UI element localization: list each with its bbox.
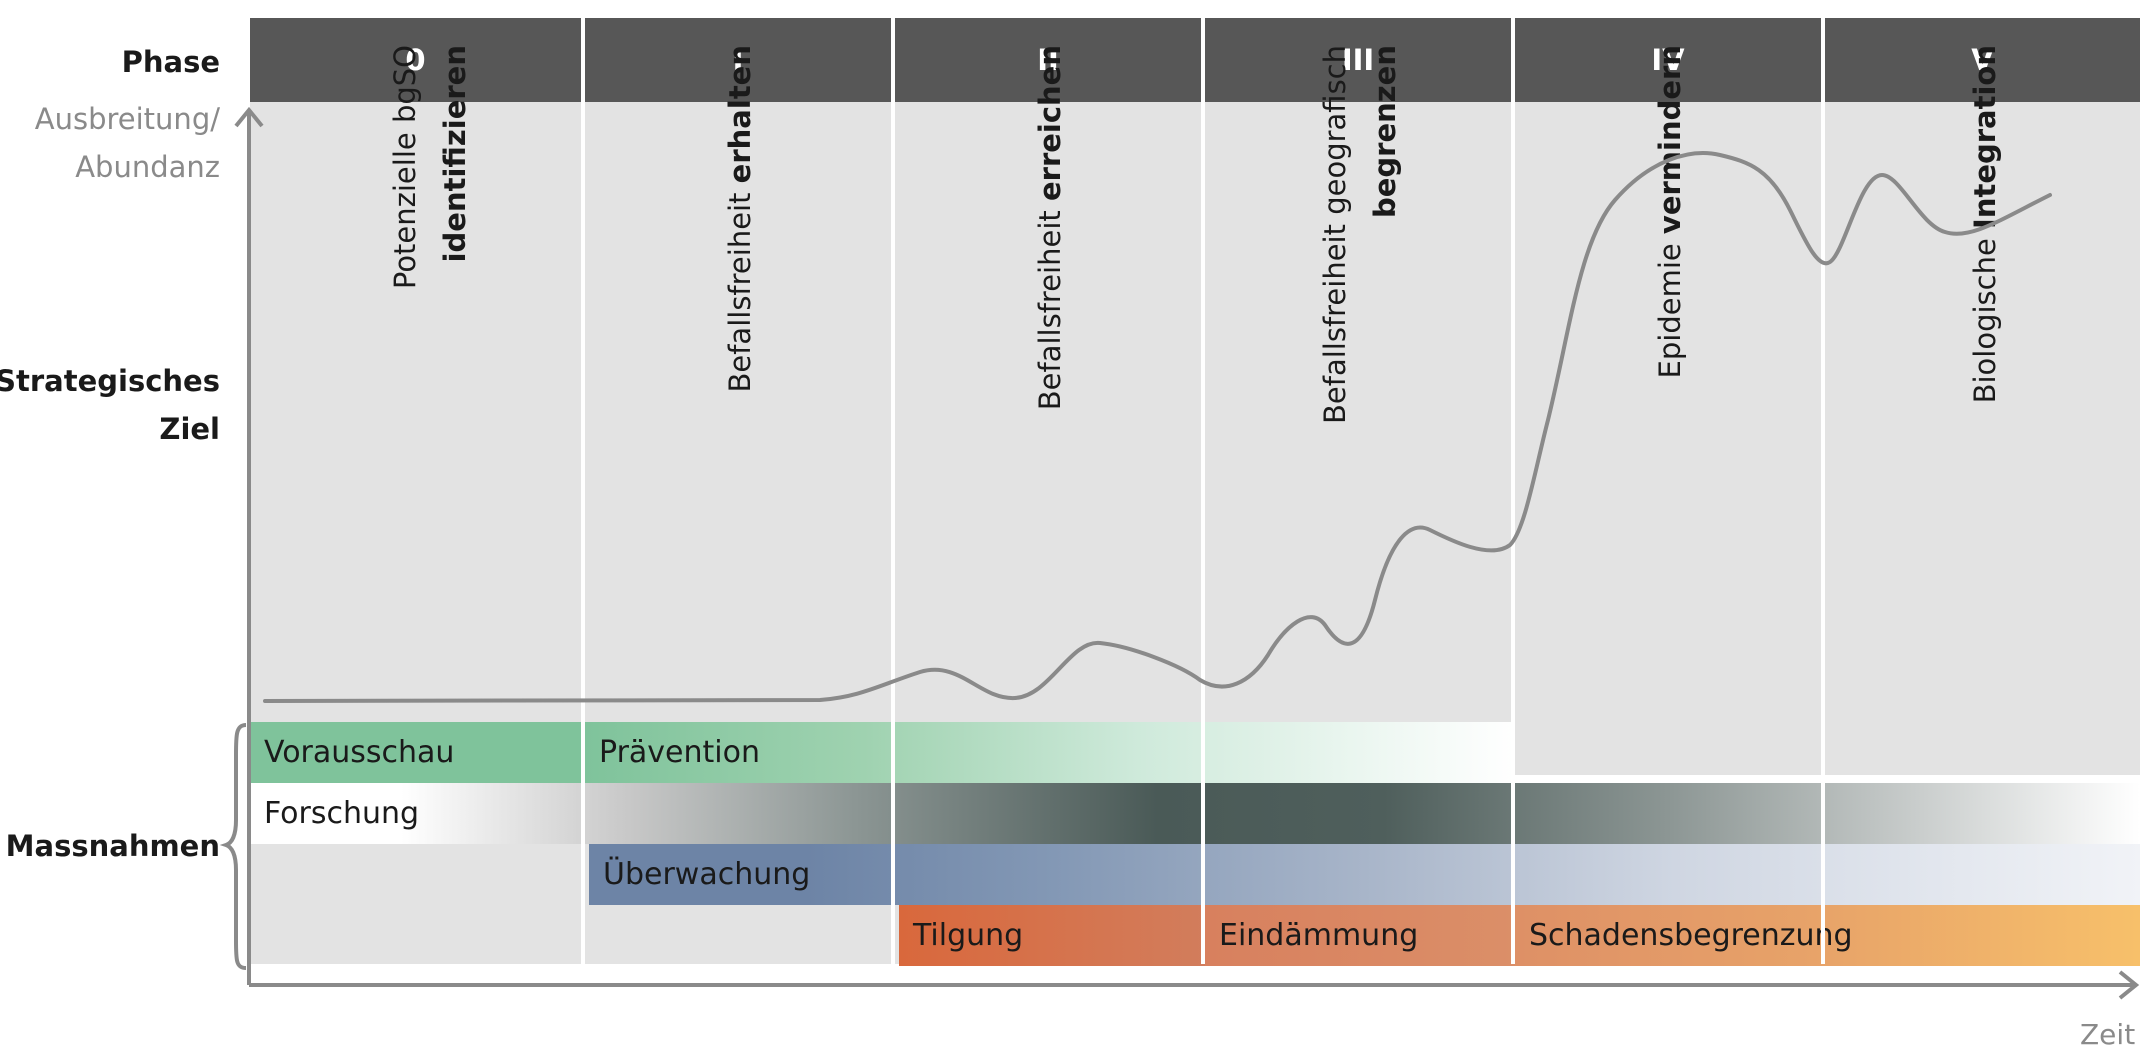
measure-label-forschung: Forschung [264, 796, 420, 831]
phase-column-4 [1515, 102, 1821, 775]
measure-bar-forschung: Forschung [250, 783, 2140, 844]
y-axis-arrow-icon [234, 106, 264, 128]
phase-header-3: III [1205, 18, 1511, 102]
phase-divider-3 [1201, 18, 1205, 964]
phase-divider-1 [581, 18, 585, 964]
measure-label-tilgung: Tilgung [913, 918, 1024, 953]
phase-divider-2 [891, 18, 895, 964]
phase-label: Phase [121, 45, 220, 79]
measure-label-schadensbegrenzung: Schadensbegrenzung [1529, 918, 1853, 953]
measures-brace-icon [219, 723, 247, 970]
measures-label: Massnahmen [5, 829, 220, 863]
phase-header-0: 0 [250, 18, 581, 102]
measure-label-ueberwachung: Überwachung [603, 857, 811, 892]
strategic-goal-label-line2: Ziel [159, 412, 220, 446]
strategic-goal-label-line1: Strategisches [0, 364, 220, 398]
y-axis-label-line1: Ausbreitung/ [34, 102, 220, 136]
phase-column-5 [1825, 102, 2140, 775]
phase-header-5: V [1825, 18, 2140, 102]
phase-header-2: II [895, 18, 1201, 102]
phase-header-1: I [585, 18, 891, 102]
measure-bar-ueberwachung: Überwachung [589, 844, 2140, 905]
measure-label-eindaemmung: Eindämmung [1219, 918, 1419, 953]
phase-divider-5 [1821, 18, 1825, 964]
measure-bar-eindaemmung: Eindämmung [1205, 905, 1515, 966]
measure-bar-praevention: Prävention [585, 722, 1515, 783]
measure-label-praevention: Prävention [599, 735, 760, 770]
measure-bar-schadensbegrenzung: Schadensbegrenzung [1515, 905, 2140, 966]
measure-bar-tilgung: Tilgung [899, 905, 1205, 966]
x-axis-arrow-icon [2118, 970, 2140, 1000]
measure-bar-vorausschau: Vorausschau [250, 722, 585, 783]
x-axis-label: Zeit [2080, 1018, 2136, 1051]
phase-header-4: IV [1515, 18, 1821, 102]
y-axis-label-line2: Abundanz [75, 150, 220, 184]
spread-curve [263, 151, 2052, 703]
phase-divider-4 [1511, 18, 1515, 964]
measure-label-vorausschau: Vorausschau [264, 735, 455, 770]
